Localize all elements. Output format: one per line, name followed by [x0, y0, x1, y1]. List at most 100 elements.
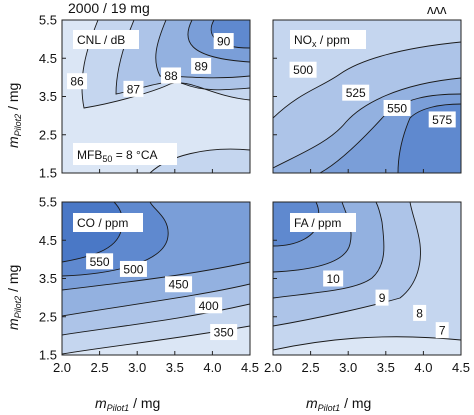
y-axis-label-top-sub: Pilot2 — [13, 114, 23, 137]
nox-title-rest: / ppm — [317, 33, 350, 47]
mfb-annotation-rest: = 8 °CA — [112, 148, 157, 162]
x-tick-label: 3.0 — [128, 360, 146, 375]
x-tick-label: 2.0 — [264, 360, 282, 375]
contour-label-box — [428, 111, 456, 128]
y-tick-label: 1.5 — [39, 166, 57, 181]
x-axis-label-left-unit: / mg — [129, 395, 160, 411]
contour-label-box — [323, 270, 344, 287]
panel-cnl-title: CNL / dB — [73, 30, 139, 49]
panel-co-labels: 550 500 450 400 350 — [86, 253, 238, 341]
contour-label-box — [289, 61, 317, 78]
contour-label: 86 — [70, 75, 84, 89]
x-tick-label: 3.0 — [339, 360, 357, 375]
x-axis-label-left: mPilot1 / mg — [95, 395, 160, 413]
fa-contour-7 — [273, 202, 421, 327]
mfb-annotation: MFB50 = 8 °CA — [73, 143, 177, 165]
contour-label-box — [191, 57, 212, 74]
co-contour-400 — [62, 283, 250, 317]
cnl-contour-88 — [155, 20, 250, 79]
mfb-annotation-main: MFB — [77, 148, 102, 162]
cnl-title-text: CNL / dB — [77, 33, 125, 47]
y-tick-label: 2.5 — [39, 127, 57, 142]
contour-label: 450 — [169, 278, 189, 292]
x-tick-label: 4.5 — [452, 360, 470, 375]
x-tick-label: 3.5 — [377, 360, 395, 375]
y-axis-label-bottom-sub: Pilot2 — [13, 296, 23, 319]
y-axis-label-top-unit: / mg — [5, 83, 21, 114]
nox-contour-525 — [273, 77, 461, 169]
fa-contour-8 — [273, 202, 385, 299]
x-tick-label: 4.0 — [414, 360, 432, 375]
y-axis-label-top: mPilot2 / mg — [5, 83, 23, 148]
svg-text:CNL / dB: CNL / dB — [77, 33, 125, 47]
y-tick-label: 1.5 — [39, 348, 57, 363]
panel-cnl-labels: 86 87 88 89 90 — [67, 33, 234, 97]
x-tick-label: 2.5 — [91, 360, 109, 375]
co-contour-500 — [62, 202, 169, 277]
y-axis-label-bottom-unit: / mg — [5, 265, 21, 296]
mfb-annotation-sub: 50 — [102, 154, 112, 164]
panel-fa-labels: 10 9 8 7 — [323, 270, 449, 339]
contour-label-box — [161, 67, 182, 84]
contour-label-box — [123, 80, 144, 97]
contour-label: 8 — [416, 306, 423, 320]
y-tick-label: 2.5 — [39, 309, 57, 324]
x-tick-label: 4.5 — [241, 360, 259, 375]
x-axis-label-right-sub: Pilot1 — [318, 403, 341, 413]
contour-label: 9 — [379, 291, 386, 305]
co-contour-350 — [62, 303, 250, 336]
contour-label: 525 — [346, 86, 366, 100]
contour-label-box — [435, 322, 449, 339]
nox-contour-550 — [319, 93, 461, 173]
nox-title-main: NO — [294, 33, 312, 47]
contour-label-box — [86, 253, 114, 270]
panel-nox: 500 525 550 575 NOx / ppm — [272, 19, 462, 174]
contour-label: 89 — [194, 59, 208, 73]
nox-title-sub: x — [312, 39, 317, 49]
y-axis-label-bottom-main: m — [5, 318, 21, 330]
nox-contour-500 — [273, 41, 461, 119]
contour-label: 550 — [387, 101, 407, 115]
contour-label: 350 — [214, 326, 234, 340]
x-axis-label-left-main: m — [95, 395, 107, 411]
contour-label-box — [210, 324, 238, 341]
cnl-fill-bottom — [150, 149, 250, 173]
contour-label-box — [375, 289, 389, 306]
contour-label-box — [413, 304, 427, 321]
panel-fa: 10 9 8 7 FA / ppm — [272, 201, 462, 356]
x-tick-label: 2.0 — [53, 360, 71, 375]
contour-label-box — [165, 276, 193, 293]
cnl-contour-bottom — [149, 148, 250, 173]
x-axis-label-right-main: m — [306, 395, 318, 411]
y-tick-label: 3.5 — [39, 271, 57, 286]
svg-text:NOx / ppm: NOx / ppm — [294, 33, 350, 49]
contour-label: 7 — [439, 324, 446, 338]
contour-label-box — [213, 33, 234, 50]
contour-label: 575 — [432, 113, 452, 127]
co-contour-450 — [62, 261, 250, 291]
x-axis-label-right-unit: / mg — [340, 395, 371, 411]
panel-co-title: CO / ppm — [73, 213, 143, 232]
x-axis-label-left-sub: Pilot1 — [107, 403, 130, 413]
contour-label-box — [195, 297, 223, 314]
contour-label-box — [342, 84, 370, 101]
panel-fa-title: FA / ppm — [290, 213, 356, 232]
logo-mark: ʌʌʌ — [427, 2, 447, 17]
contour-label: 500 — [123, 262, 143, 276]
contour-label: 87 — [127, 82, 141, 96]
panel-nox-title: NOx / ppm — [290, 30, 366, 49]
contour-label: 10 — [326, 272, 340, 286]
co-title-text: CO / ppm — [77, 216, 128, 230]
panel-co: 550 500 450 400 350 CO / ppm — [61, 201, 251, 356]
contour-label: 88 — [164, 69, 178, 83]
y-tick-label: 5.5 — [39, 195, 57, 210]
fa-title-text: FA / ppm — [294, 216, 341, 230]
contour-label-box — [119, 260, 147, 277]
y-tick-label: 4.5 — [39, 51, 57, 66]
svg-text:FA / ppm: FA / ppm — [294, 216, 341, 230]
contour-label: 500 — [293, 63, 313, 77]
y-tick-label: 4.5 — [39, 233, 57, 248]
fa-contour-a — [273, 336, 461, 351]
nox-contour-575 — [397, 103, 461, 173]
